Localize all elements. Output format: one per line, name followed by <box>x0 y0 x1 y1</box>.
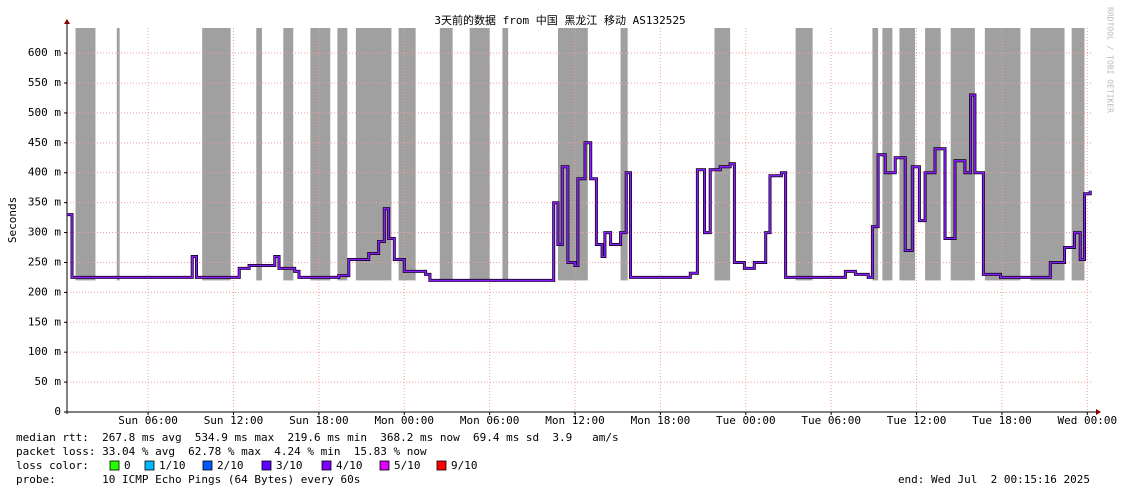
median-rtt-line: median rtt: 267.8 ms avg 534.9 ms max 21… <box>16 431 619 444</box>
loss-period <box>75 28 96 281</box>
loss-period <box>984 28 1021 281</box>
y-tick-label: 350 m <box>28 196 61 209</box>
probe-line: probe: 10 ICMP Echo Pings (64 Bytes) eve… <box>16 473 360 486</box>
y-tick-label: 500 m <box>28 106 61 119</box>
loss-period <box>714 28 731 281</box>
y-tick-label: 550 m <box>28 76 61 89</box>
legend-swatch <box>321 460 332 471</box>
y-tick-label: 250 m <box>28 255 61 268</box>
x-tick-label: Tue 12:00 <box>887 414 947 427</box>
loss-period <box>872 28 879 281</box>
chart-title: 3天前的数据 from 中国 黑龙江 移动 AS132525 <box>434 13 685 27</box>
legend-swatch <box>144 460 155 471</box>
loss-period <box>439 28 453 281</box>
y-tick-label: 100 m <box>28 345 61 358</box>
y-tick-label: 50 m <box>35 375 62 388</box>
loss-period <box>882 28 893 281</box>
x-tick-label: Mon 18:00 <box>631 414 691 427</box>
legend-label: 1/10 <box>159 459 186 472</box>
packet-loss-line: packet loss: 33.04 % avg 62.78 % max 4.2… <box>16 445 427 458</box>
legend-label: 2/10 <box>217 459 244 472</box>
x-tick-label: Mon 06:00 <box>460 414 520 427</box>
legend-label: 5/10 <box>394 459 421 472</box>
loss-period <box>355 28 392 281</box>
loss-period <box>925 28 941 281</box>
legend-swatch <box>379 460 390 471</box>
y-tick-label: 600 m <box>28 46 61 59</box>
loss-period <box>469 28 490 281</box>
loss-period <box>256 28 262 281</box>
loss-period <box>202 28 231 281</box>
loss-period <box>620 28 628 281</box>
side-text: RRDTOOL / TOBI OETIKER <box>1106 7 1115 113</box>
x-tick-label: Tue 00:00 <box>716 414 776 427</box>
x-tick-label: Wed 00:00 <box>1058 414 1118 427</box>
legend-swatch <box>436 460 447 471</box>
loss-period <box>283 28 294 281</box>
legend-label: 9/10 <box>451 459 478 472</box>
x-tick-label: Tue 06:00 <box>801 414 861 427</box>
x-tick-label: Mon 00:00 <box>374 414 434 427</box>
loss-period <box>337 28 348 281</box>
y-tick-label: 0 <box>54 405 61 418</box>
y-tick-label: 150 m <box>28 315 61 328</box>
legend-swatch <box>202 460 213 471</box>
x-tick-label: Sun 06:00 <box>118 414 178 427</box>
arrow <box>1096 409 1101 415</box>
x-tick-label: Sun 18:00 <box>289 414 349 427</box>
x-tick-label: Tue 18:00 <box>972 414 1032 427</box>
y-tick-label: 300 m <box>28 226 61 239</box>
loss-period <box>502 28 509 281</box>
y-tick-label: 200 m <box>28 285 61 298</box>
x-tick-label: Sun 12:00 <box>204 414 264 427</box>
loss-period <box>398 28 416 281</box>
legend-label: 4/10 <box>336 459 363 472</box>
loss-period <box>310 28 331 281</box>
arrow <box>64 19 70 24</box>
loss-period <box>1071 28 1085 281</box>
loss-color-label: loss color: <box>16 459 89 472</box>
end-line: end: Wed Jul 2 00:15:16 2025 <box>898 473 1090 486</box>
y-tick-label: 400 m <box>28 166 61 179</box>
loss-period <box>795 28 813 281</box>
loss-period <box>116 28 120 281</box>
x-tick-label: Mon 12:00 <box>545 414 605 427</box>
rtt-line <box>67 94 1091 282</box>
legend-swatch <box>261 460 272 471</box>
y-tick-label: 450 m <box>28 136 61 149</box>
legend-label: 3/10 <box>276 459 303 472</box>
legend-swatch <box>109 460 120 471</box>
legend-label: 0 <box>124 459 131 472</box>
loss-period <box>1030 28 1065 281</box>
y-axis-label: Seconds <box>6 197 19 243</box>
